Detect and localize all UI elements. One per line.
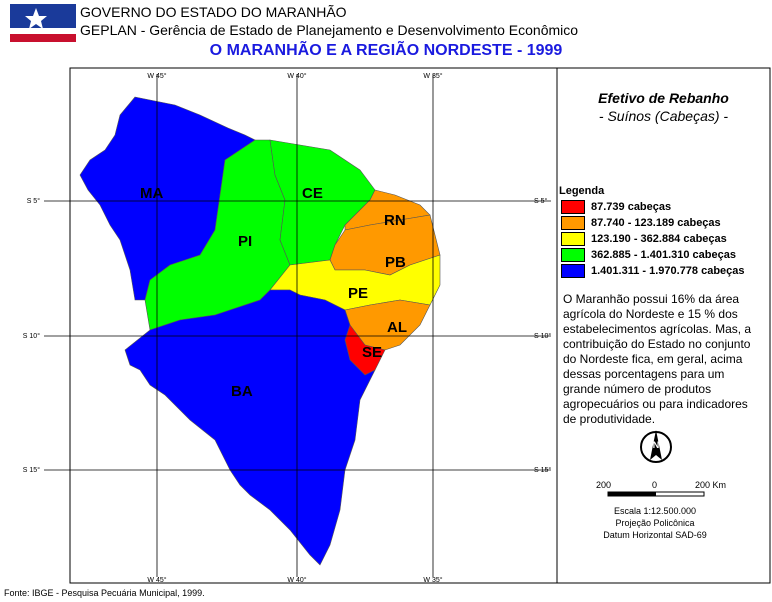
scale-label: 200 xyxy=(596,480,612,490)
grid-label: W 40° xyxy=(287,576,306,584)
legend-label: 123.190 - 362.884 cabeças xyxy=(591,232,727,245)
page-title: O MARANHÃO E A REGIÃO NORDESTE - 1999 xyxy=(209,42,563,59)
logo xyxy=(10,4,76,42)
grid-label: W 35° xyxy=(423,72,442,80)
legend-label: 362.885 - 1.401.310 cabeças xyxy=(591,248,736,261)
legend-swatch xyxy=(561,200,585,214)
states xyxy=(79,96,441,566)
datum: Datum Horizontal SAD-69 xyxy=(603,530,707,540)
grid-label: W 35° xyxy=(423,576,442,584)
grid-label: S 10° xyxy=(534,332,551,340)
legend-subtitle: - Suínos (Cabeças) - xyxy=(598,108,729,124)
north-arrow: N xyxy=(640,430,672,463)
grid-label: S 10° xyxy=(23,332,40,340)
grid-label: S 5° xyxy=(27,197,41,205)
dept-name: GEPLAN - Gerência de Estado de Planejame… xyxy=(80,22,579,38)
legend-item: 87.739 cabeças xyxy=(561,200,671,214)
frame xyxy=(69,67,771,584)
legend-heading: Legenda xyxy=(559,185,605,197)
legend-swatch xyxy=(561,216,585,230)
legend-swatch xyxy=(561,248,585,262)
state-label: BA xyxy=(231,383,253,400)
state-ba xyxy=(124,289,376,566)
legend-item: 1.401.311 - 1.970.778 cabeças xyxy=(561,264,745,278)
legend-label: 87.739 cabeças xyxy=(591,200,672,213)
projection: Projeção Policônica xyxy=(615,518,695,528)
grid-label: S 15° xyxy=(23,466,40,474)
state-label: RN xyxy=(384,212,406,229)
scale-bar xyxy=(607,491,705,497)
state-label: CE xyxy=(302,185,323,202)
org-name: GOVERNO DO ESTADO DO MARANHÃO xyxy=(80,4,347,20)
legend-label: 1.401.311 - 1.970.778 cabeças xyxy=(591,264,745,277)
legend-item: 87.740 - 123.189 cabeças xyxy=(561,216,721,230)
legend-swatch xyxy=(561,232,585,246)
grid-label: W 45° xyxy=(147,72,166,80)
legend-item: 362.885 - 1.401.310 cabeças xyxy=(561,248,736,262)
grid-label: S 15° xyxy=(534,466,551,474)
legend-item: 123.190 - 362.884 cabeças xyxy=(561,232,727,246)
state-label: PB xyxy=(385,254,406,271)
state-label: MA xyxy=(140,185,163,202)
scale-label: 200 Km xyxy=(695,480,727,490)
legend-swatch xyxy=(561,264,585,278)
note: O Maranhão possui 16% da área agrícola d… xyxy=(563,292,752,426)
state-label: PI xyxy=(238,233,252,250)
grid-label: S 5° xyxy=(534,197,548,205)
state-label: AL xyxy=(387,319,407,336)
state-label: SE xyxy=(362,344,382,361)
source: Fonte: IBGE - Pesquisa Pecuária Municipa… xyxy=(4,588,205,598)
north-label: N xyxy=(653,440,660,450)
graticule xyxy=(44,74,551,577)
state-ce xyxy=(269,139,376,266)
state-label: PE xyxy=(348,285,368,302)
scale-label: 0 xyxy=(652,480,658,490)
grid-label: W 40° xyxy=(287,72,306,80)
grid-label: W 45° xyxy=(147,576,166,584)
scale-text: Escala 1:12.500.000 xyxy=(613,506,697,516)
legend-panel: Efetivo de Rebanho - Suínos (Cabeças) - … xyxy=(557,68,770,583)
legend-title: Efetivo de Rebanho xyxy=(598,90,729,106)
legend-label: 87.740 - 123.189 cabeças xyxy=(591,216,721,229)
